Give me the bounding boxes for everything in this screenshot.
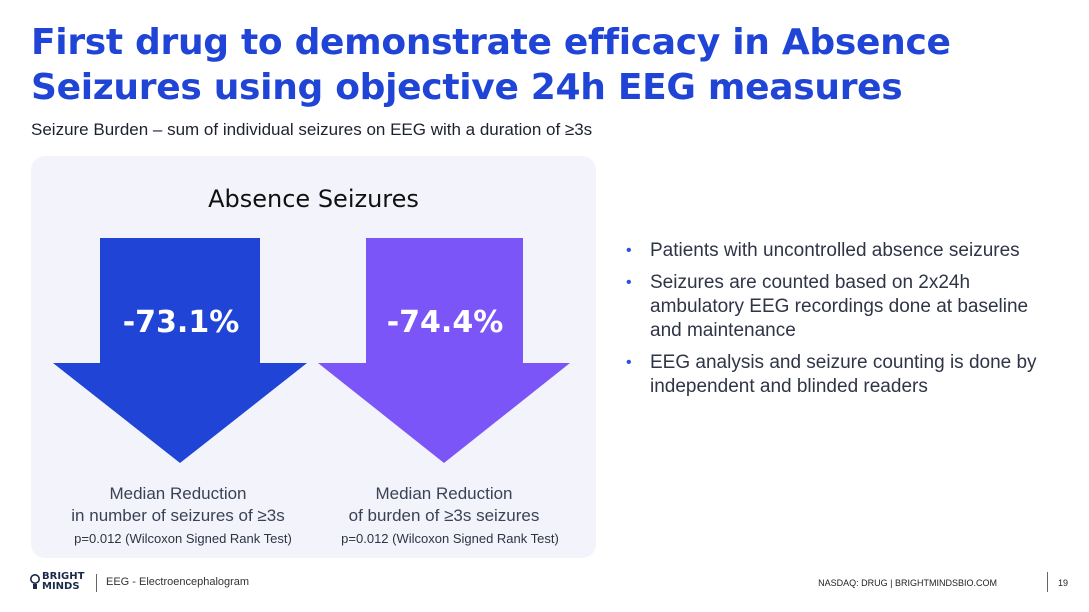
caption-number-line1: Median Reduction: [109, 484, 247, 503]
bullet-item: • EEG analysis and seizure counting is do…: [624, 351, 1064, 399]
bullet-dot-icon: •: [626, 274, 632, 291]
bullet-item: • Seizures are counted based on 2x24h amb…: [624, 271, 1064, 343]
caption-number-line2: in number of seizures of ≥3s: [71, 506, 285, 525]
metric-value-burden: -74.4%: [386, 305, 504, 340]
p-value-number: p=0.012 (Wilcoxon Signed Rank Test): [74, 531, 292, 546]
arrow-shape-blue: [53, 238, 307, 463]
slide-subtitle: Seizure Burden – sum of individual seizu…: [31, 120, 593, 139]
caption-burden-line2: of burden of ≥3s seizures: [348, 506, 540, 525]
caption-burden-line1: Median Reduction: [375, 484, 513, 503]
down-arrow-icon-purple: [318, 238, 570, 463]
footer-ticker-website: NASDAQ: DRUG | BRIGHTMINDSBIO.COM: [818, 578, 997, 588]
bullet-dot-icon: •: [626, 354, 632, 371]
metric-value-number: -73.1%: [122, 305, 240, 340]
down-arrow-icon-blue: [53, 238, 307, 463]
logo-line2: MINDS: [42, 581, 80, 592]
company-logo: BRIGHT MINDS: [30, 572, 90, 594]
p-value-burden: p=0.012 (Wilcoxon Signed Rank Test): [341, 531, 559, 546]
slide-title: First drug to demonstrate efficacy in Ab…: [31, 22, 951, 108]
bullet-text: EEG analysis and seizure counting is don…: [650, 352, 1037, 397]
footer-divider: [1047, 572, 1048, 592]
panel-title: Absence Seizures: [208, 185, 419, 213]
bullet-dot-icon: •: [626, 242, 632, 259]
lightbulb-icon: [30, 574, 40, 589]
footer-divider: [96, 574, 97, 592]
arrow-shape-purple: [318, 238, 570, 463]
bullet-text: Patients with uncontrolled absence seizu…: [650, 240, 1020, 261]
bullet-text: Seizures are counted based on 2x24h ambu…: [650, 272, 1029, 341]
bullet-item: • Patients with uncontrolled absence seiz…: [624, 239, 1064, 263]
caption-burden: Median Reduction of burden of ≥3s seizur…: [304, 483, 584, 527]
caption-number: Median Reduction in number of seizures o…: [38, 483, 318, 527]
footer-abbreviation-note: EEG - Electroencephalogram: [106, 576, 250, 588]
key-points-list: • Patients with uncontrolled absence seiz…: [624, 239, 1064, 407]
page-number: 19: [1058, 578, 1069, 588]
logo-line1: BRIGHT: [42, 571, 85, 582]
logo-wordmark: BRIGHT MINDS: [42, 572, 84, 592]
